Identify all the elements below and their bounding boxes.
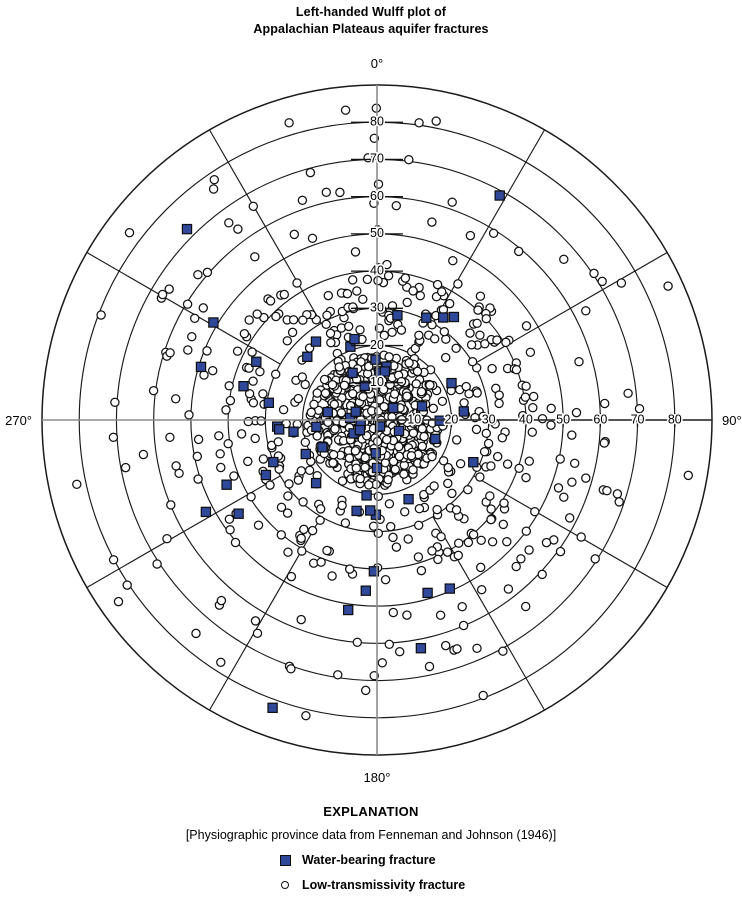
stereonet-canvas: 10 10 20 20 30 30 40 40 50 50 60 60 70 70 80 80 0° 90° 180… bbox=[5, 56, 742, 785]
radial-tick-label-horizontal-80: 80 bbox=[668, 412, 682, 426]
azimuth-label-180: 180° bbox=[364, 770, 391, 785]
chart-title-line-2: Appalachian Plateaus aquifer fractures bbox=[253, 22, 489, 36]
radial-tick-label-horizontal-30: 30 bbox=[482, 412, 496, 426]
low-transmissivity-circle-icon bbox=[268, 881, 302, 889]
water-bearing-square-icon bbox=[268, 854, 302, 866]
radial-tick-label-vertical-20: 20 bbox=[370, 338, 384, 352]
azimuth-label-270: 270° bbox=[5, 413, 32, 428]
explanation-block: EXPLANATION [Physiographic province data… bbox=[0, 804, 742, 892]
radial-tick-label-horizontal-20: 20 bbox=[444, 412, 458, 426]
radial-tick-label-horizontal-50: 50 bbox=[556, 412, 570, 426]
explanation-heading: EXPLANATION bbox=[323, 804, 419, 819]
radial-tick-label-vertical-10: 10 bbox=[370, 375, 384, 389]
radial-tick-label-horizontal-40: 40 bbox=[519, 412, 533, 426]
axis-labels: 10 10 20 20 30 30 40 40 50 50 60 60 70 70 80 80 0° 90° 180… bbox=[5, 56, 742, 785]
legend-item-low-transmissivity: Low-transmissivity fracture bbox=[0, 878, 742, 892]
data-points bbox=[72, 103, 694, 721]
stereonet-plot: 10 10 20 20 30 30 40 40 50 50 60 60 70 70 80 80 0° 90° 180… bbox=[0, 55, 742, 790]
center-axes bbox=[42, 85, 712, 755]
radial-tick-label-horizontal-70: 70 bbox=[631, 412, 645, 426]
radial-tick-label-vertical-30: 30 bbox=[370, 301, 384, 315]
explanation-source-note: [Physiographic province data from Fennem… bbox=[185, 828, 557, 842]
radial-tick-label-vertical-70: 70 bbox=[370, 152, 384, 166]
legend-item-water-bearing: Water-bearing fracture bbox=[0, 853, 742, 867]
radial-tick-label-vertical-40: 40 bbox=[370, 263, 384, 277]
radial-tick-label-vertical-60: 60 bbox=[370, 189, 384, 203]
radial-tick-label-vertical-80: 80 bbox=[370, 115, 384, 129]
radial-tick-label-vertical-50: 50 bbox=[370, 226, 384, 240]
azimuth-label-90: 90° bbox=[722, 413, 742, 428]
radial-tick-label-horizontal-60: 60 bbox=[593, 412, 607, 426]
legend-label-water-bearing: Water-bearing fracture bbox=[302, 853, 436, 867]
radial-tick-label-horizontal-10: 10 bbox=[407, 412, 421, 426]
chart-title: Left-handed Wulff plot of Appalachian Pl… bbox=[0, 4, 742, 38]
chart-title-line-1: Left-handed Wulff plot of bbox=[295, 5, 447, 19]
azimuth-label-0: 0° bbox=[371, 56, 383, 71]
legend-label-low-transmissivity: Low-transmissivity fracture bbox=[302, 878, 466, 892]
